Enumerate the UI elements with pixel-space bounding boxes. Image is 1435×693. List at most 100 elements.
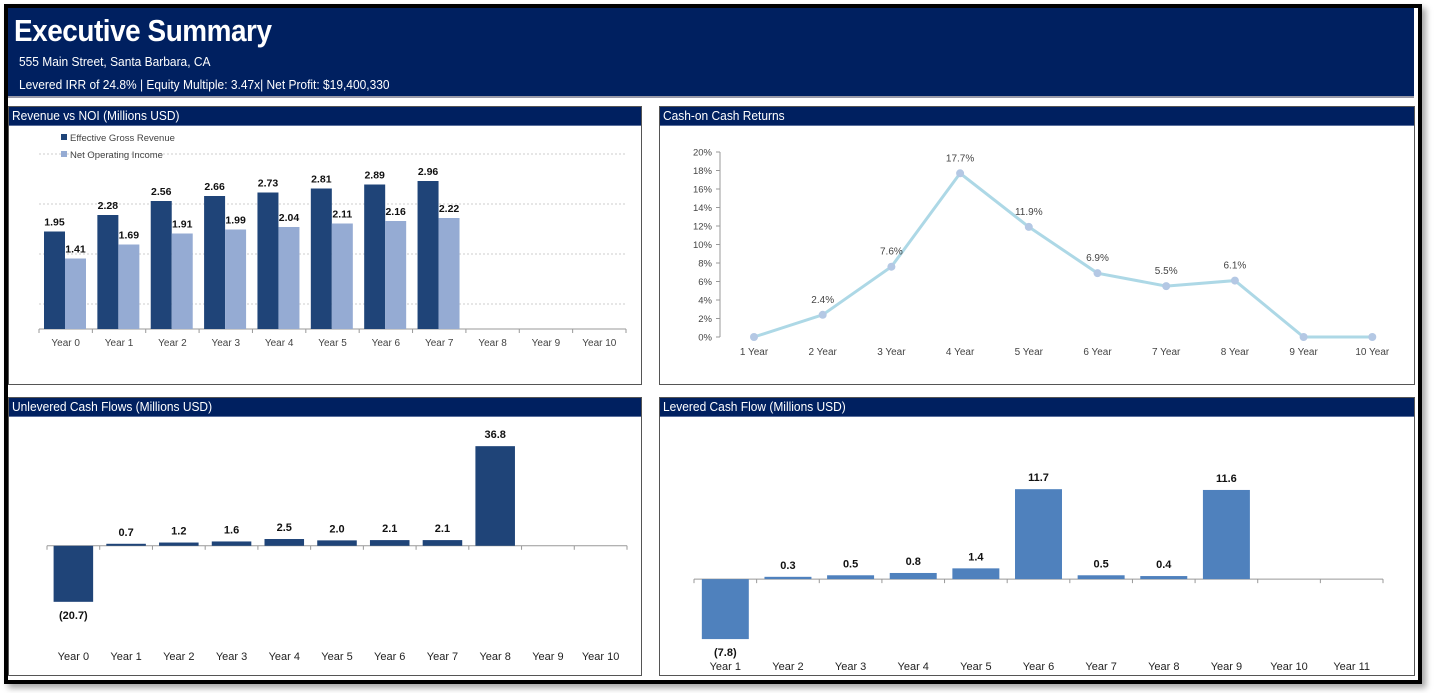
- x-tick-label: Year 1: [105, 338, 134, 349]
- data-label: 6.9%: [1086, 253, 1109, 264]
- data-point: [750, 333, 758, 341]
- data-point: [818, 310, 827, 319]
- x-tick-label: Year 7: [1085, 661, 1116, 673]
- data-label: 0.3: [780, 560, 795, 572]
- x-tick-label: Year 2: [163, 651, 194, 663]
- x-tick-label: 6 Year: [1083, 347, 1112, 358]
- data-label: 1.2: [171, 526, 186, 538]
- data-label: 36.8: [484, 429, 505, 441]
- data-label: 0.5: [843, 558, 858, 570]
- bar-egr: [44, 231, 65, 329]
- bar: [952, 568, 1000, 580]
- bar-egr: [364, 184, 386, 329]
- x-tick-label: Year 4: [265, 338, 294, 349]
- data-label: 2.0: [329, 523, 344, 535]
- panel-title: Levered Cash Flow (Millions USD): [660, 398, 1414, 417]
- x-tick-label: Year 10: [582, 338, 617, 349]
- data-label: 5.5%: [1155, 266, 1178, 277]
- bar: [106, 543, 146, 546]
- x-tick-label: Year 6: [374, 651, 405, 663]
- data-label: 2.1: [382, 523, 397, 535]
- y-tick-label: 4%: [698, 296, 712, 307]
- data-point: [1368, 333, 1377, 341]
- panel-title: Revenue vs NOI (Millions USD): [9, 107, 641, 126]
- legend-swatch: [61, 134, 67, 140]
- x-tick-label: Year 9: [1211, 661, 1242, 673]
- cash-on-cash-chart: 0% 2% 4% 6% 8% 10% 12% 14% 16% 18% 20% 1 Year 2.4% 2 …: [693, 148, 1390, 359]
- header-banner: Executive Summary 555 Main Street, Santa…: [8, 8, 1414, 98]
- data-label: 1.95: [44, 217, 65, 229]
- cash-on-cash-panel: Cash-on Cash Returns 0% 2% 4% 6% 8% 10% 12% 14%…: [659, 106, 1415, 385]
- y-tick-label: 20%: [693, 148, 713, 159]
- data-label: 2.22: [439, 203, 460, 215]
- legend-swatch: [61, 151, 67, 157]
- revenue-vs-noi-chart: Year 0 Year 1 Year 2 Year 3 Year 4 Year 5 Year…: [38, 133, 627, 349]
- bar-noi: [171, 233, 193, 329]
- bar-egr: [97, 215, 119, 329]
- x-tick-label: Year 4: [269, 651, 300, 663]
- data-label: 2.11: [332, 209, 352, 221]
- x-tick-label: Year 3: [835, 661, 866, 673]
- data-label: 1.41: [65, 244, 86, 256]
- y-tick-label: 8%: [698, 259, 712, 270]
- y-tick-label: 12%: [693, 222, 713, 233]
- unlevered-cash-flows-chart: Year 0 Year 1 Year 2 Year 3 Year 4 Year 5 Year…: [46, 429, 628, 663]
- revenue-vs-noi-panel: Revenue vs NOI (Millions USD) Year 0 Year…: [8, 106, 642, 385]
- x-tick-label: Year 2: [772, 661, 803, 673]
- bar: [827, 575, 875, 580]
- bar-noi: [225, 229, 247, 329]
- coc-line: [753, 171, 1373, 339]
- data-label: 0.4: [1156, 559, 1172, 571]
- data-label: 2.4%: [811, 295, 834, 306]
- x-tick-label: Year 9: [532, 651, 563, 663]
- data-label: 2.1: [435, 523, 450, 535]
- x-tick-label: Year 7: [427, 651, 458, 663]
- bar-noi: [278, 227, 300, 329]
- bar-noi: [118, 244, 140, 329]
- data-label: 0.8: [906, 556, 921, 568]
- bar: [369, 540, 410, 546]
- bar: [159, 542, 199, 546]
- bar: [1140, 576, 1188, 580]
- x-tick-label: Year 9: [532, 338, 561, 349]
- y-tick-label: 2%: [698, 314, 712, 325]
- data-label: 2.16: [385, 206, 406, 218]
- x-tick-label: Year 2: [158, 338, 187, 349]
- bar-egr: [204, 196, 226, 329]
- bar: [701, 579, 749, 640]
- x-tick-label: Year 6: [372, 338, 401, 349]
- data-label: 2.28: [98, 200, 119, 212]
- bar: [211, 541, 252, 546]
- data-label: 7.6%: [880, 247, 903, 258]
- bar-egr: [257, 192, 279, 329]
- data-point: [1024, 222, 1033, 231]
- bar-egr: [150, 201, 172, 329]
- bar-noi: [385, 221, 407, 329]
- data-label: 1.4: [968, 551, 984, 563]
- x-tick-label: Year 5: [321, 651, 352, 663]
- y-tick-label: 18%: [693, 166, 713, 177]
- x-tick-label: 3 Year: [877, 347, 906, 358]
- x-tick-label: Year 0: [51, 338, 80, 349]
- data-label: 1.99: [225, 215, 246, 227]
- data-label: 11.6: [1216, 473, 1237, 485]
- x-tick-label: Year 5: [318, 338, 347, 349]
- x-tick-label: Year 5: [960, 661, 991, 673]
- data-point: [1093, 269, 1102, 278]
- data-label: 11.9%: [1015, 207, 1043, 218]
- data-label: 1.69: [119, 230, 140, 242]
- x-tick-label: 8 Year: [1221, 347, 1250, 358]
- data-label: 11.7: [1028, 472, 1049, 484]
- legend-label: Net Operating Income: [70, 150, 163, 161]
- data-label: (7.8): [714, 647, 737, 659]
- panel-title: Unlevered Cash Flows (Millions USD): [9, 398, 641, 417]
- data-point: [1162, 282, 1171, 291]
- data-label: 1.91: [172, 219, 193, 231]
- data-label: 2.89: [364, 170, 385, 182]
- bar-egr: [417, 181, 439, 329]
- data-label: 17.7%: [946, 153, 974, 164]
- bar: [264, 539, 305, 546]
- legend-label: Effective Gross Revenue: [70, 133, 175, 144]
- x-tick-label: Year 8: [1148, 661, 1179, 673]
- y-tick-label: 0%: [698, 333, 712, 344]
